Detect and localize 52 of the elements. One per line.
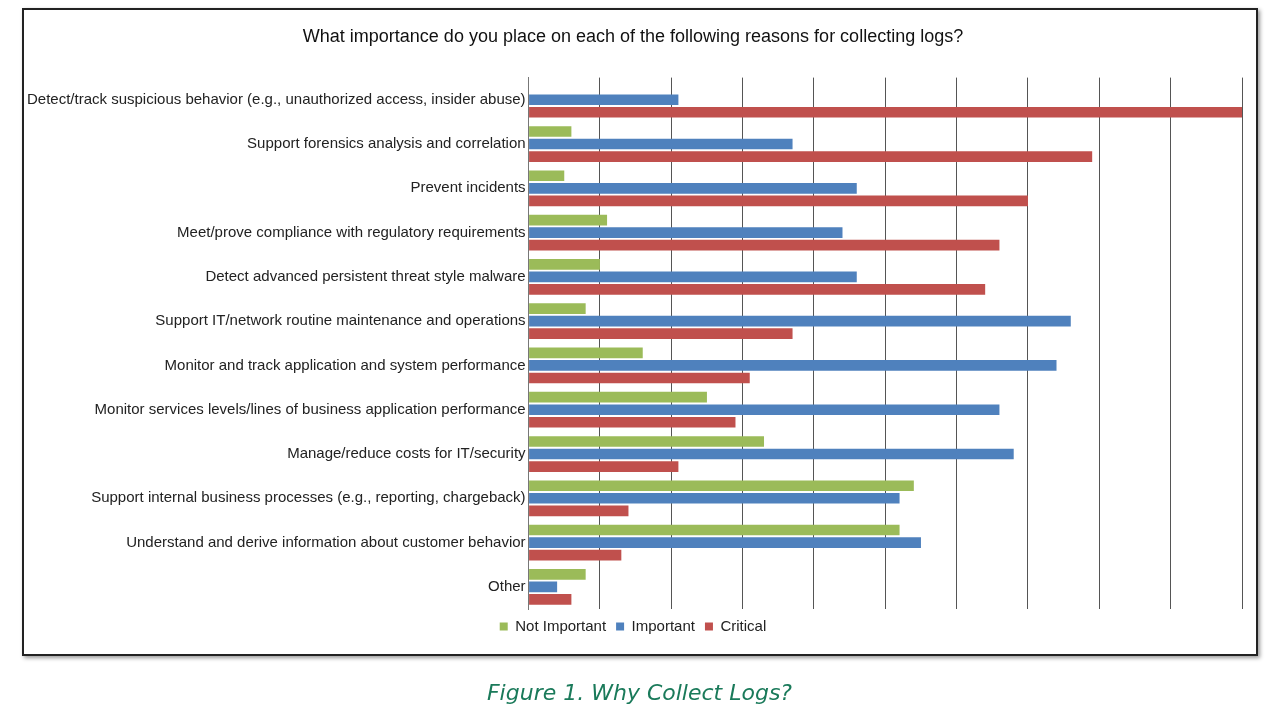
bar <box>529 227 843 238</box>
bar <box>529 284 986 295</box>
legend-label: Important <box>631 616 696 634</box>
y-tick-label: Monitor and track application and system performance <box>164 355 526 373</box>
y-tick-label: Monitor services levels/lines of business application performance <box>94 399 526 417</box>
bar <box>529 347 643 359</box>
bar <box>529 170 565 182</box>
bar <box>529 151 1093 162</box>
y-tick-label: Detect advanced persistent threat style malware <box>205 267 526 285</box>
bar <box>529 195 1028 207</box>
legend-label: Critical <box>720 616 767 634</box>
caption: Figure 1. Why Collect Logs? <box>485 680 794 705</box>
bar <box>529 315 1071 327</box>
chart-title: What importance do you place on each of the following reasons for collecting logs? <box>302 25 964 46</box>
bar <box>529 492 900 504</box>
bar <box>529 568 586 580</box>
bar <box>529 138 793 150</box>
y-tick-label: Support forensics analysis and correlation <box>247 134 526 152</box>
bar <box>529 372 750 384</box>
y-tick-label: Understand and derive information about customer behavior <box>126 532 526 550</box>
bar <box>529 239 1000 251</box>
bar <box>529 416 736 428</box>
bar <box>529 94 679 106</box>
bar <box>529 126 572 137</box>
legend-label: Not Important <box>515 616 607 634</box>
bar <box>529 537 921 548</box>
y-tick-label: Prevent incidents <box>410 178 526 196</box>
bar <box>529 480 914 492</box>
bar <box>529 448 1014 460</box>
bar <box>529 106 1242 118</box>
bar <box>529 581 558 593</box>
bar <box>529 594 572 605</box>
y-tick-label: Detect/track suspicious behavior (e.g., unauthorized access, insider abuse) <box>27 89 526 107</box>
y-tick-label: Manage/reduce costs for IT/security <box>287 444 527 462</box>
bar <box>529 328 793 340</box>
bar <box>529 549 622 561</box>
bar <box>529 524 900 536</box>
bar <box>529 404 1000 416</box>
y-tick-label: Meet/prove compliance with regulatory requirements <box>177 222 526 240</box>
bar <box>529 360 1057 371</box>
bar <box>529 391 707 403</box>
bar <box>529 182 857 194</box>
y-tick-label: Other <box>488 577 526 594</box>
y-tick-label: Support internal business processes (e.g., reporting, chargeback) <box>91 488 526 506</box>
bar <box>529 259 600 270</box>
bar <box>529 303 586 314</box>
bar <box>529 214 608 226</box>
bar <box>529 436 765 447</box>
bar <box>529 271 857 283</box>
y-tick-label: Support IT/network routine maintenance and operations <box>155 311 526 329</box>
bar <box>529 461 679 472</box>
bar <box>529 505 629 517</box>
